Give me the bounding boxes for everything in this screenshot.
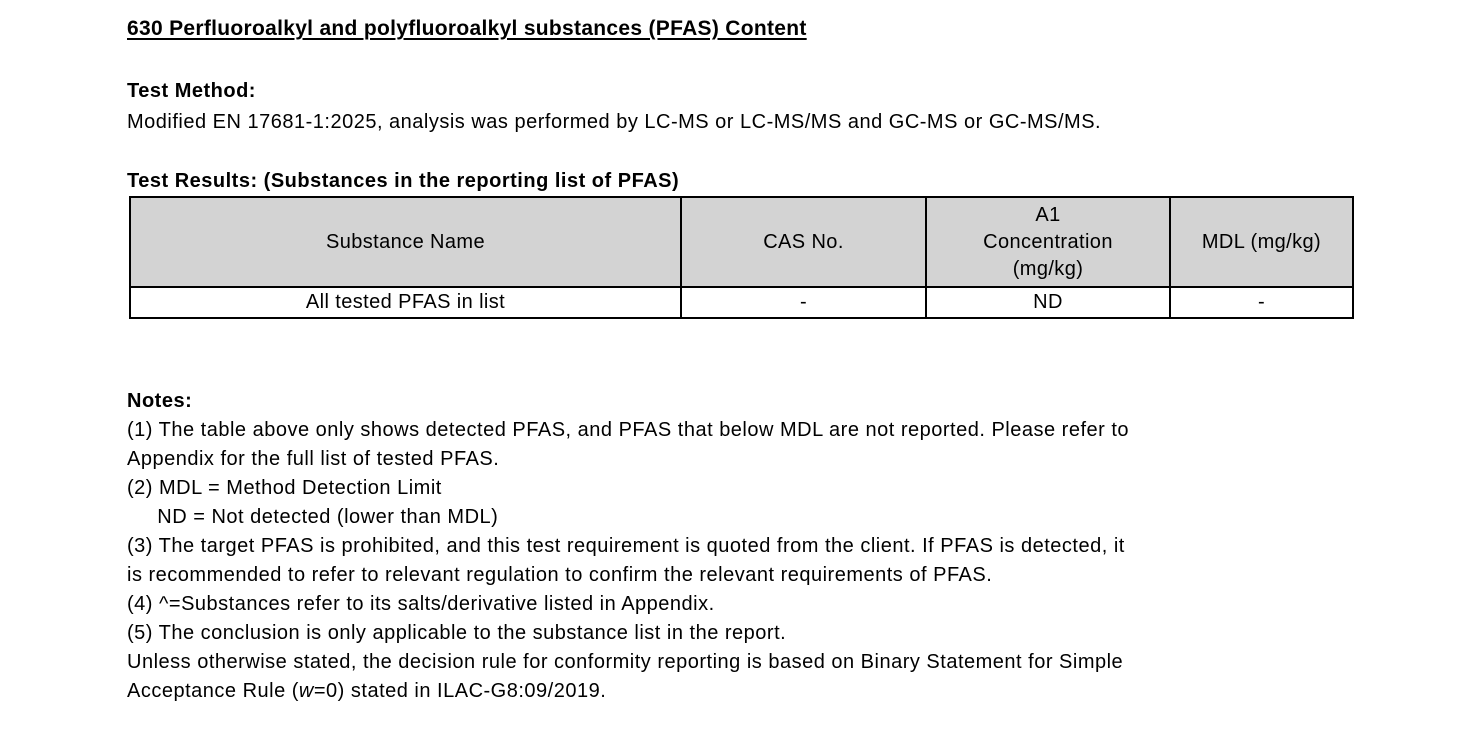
table-row: All tested PFAS in list - ND - (129, 286, 1354, 319)
cell-substance-name: All tested PFAS in list (129, 286, 682, 319)
decision-rule-prefix: Acceptance Rule ( (127, 680, 299, 702)
notes-heading: Notes: (127, 390, 193, 412)
cell-mdl: - (1169, 286, 1354, 319)
column-header-a1-concentration: A1 Concentration (mg/kg) (925, 196, 1171, 288)
test-results-heading: Test Results: (Substances in the reporti… (127, 170, 680, 192)
note-line-1a: (1) The table above only shows detected … (127, 419, 1130, 441)
note-line-1b: Appendix for the full list of tested PFA… (127, 448, 500, 470)
decision-rule-line-2: Acceptance Rule (w=0) stated in ILAC-G8:… (127, 677, 1474, 706)
column-header-mdl: MDL (mg/kg) (1169, 196, 1354, 288)
decision-rule-line-1: Unless otherwise stated, the decision ru… (127, 651, 1124, 673)
test-method-body: Modified EN 17681-1:2025, analysis was p… (127, 111, 1102, 133)
decision-rule-suffix: =0) stated in ILAC-G8:09/2019. (313, 680, 607, 702)
note-line-2b: ND = Not detected (lower than MDL) (127, 506, 499, 528)
table-header-row: Substance Name CAS No. A1 Concentration … (129, 196, 1354, 288)
cell-a1-concentration: ND (925, 286, 1171, 319)
note-line-3a: (3) The target PFAS is prohibited, and t… (127, 535, 1125, 557)
column-header-substance-name: Substance Name (129, 196, 682, 288)
note-line-5: (5) The conclusion is only applicable to… (127, 622, 787, 644)
notes-section: Notes: (1) The table above only shows de… (127, 387, 1474, 706)
column-header-cas-no: CAS No. (680, 196, 927, 288)
note-line-2a: (2) MDL = Method Detection Limit (127, 477, 442, 499)
test-method-heading: Test Method: (127, 80, 256, 102)
results-table: Substance Name CAS No. A1 Concentration … (129, 196, 1354, 319)
note-line-3b: is recommended to refer to relevant regu… (127, 564, 993, 586)
note-line-4: (4) ^=Substances refer to its salts/deri… (127, 593, 715, 615)
decision-rule-w-variable: w (298, 680, 314, 702)
test-method-section: Test Method: Modified EN 17681-1:2025, a… (127, 76, 1474, 138)
section-title: 630 Perfluoroalkyl and polyfluoroalkyl s… (127, 17, 807, 40)
cell-cas-no: - (680, 286, 927, 319)
